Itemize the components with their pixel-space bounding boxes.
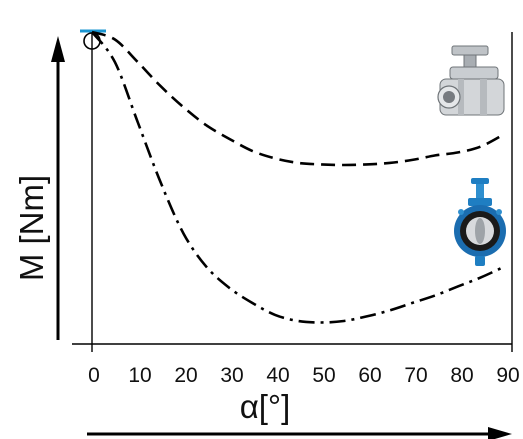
x-tick-label: 10 [128,364,151,387]
ball-valve-icon [437,45,505,116]
butterfly-valve-icon [454,178,506,266]
y-axis-title: M [Nm] [13,175,50,281]
x-axis-title: α[°] [240,388,291,425]
x-tick-label: 40 [266,364,289,387]
x-tick-label: 30 [220,364,243,387]
series-layer [90,30,505,324]
x-tick-label: 60 [358,364,381,387]
x-tick-label: 20 [174,364,197,387]
x-tick-label: 0 [88,364,100,387]
y-direction-arrowhead [51,36,65,62]
ball-valve-torque-curve [91,30,505,167]
x-direction-arrowhead [488,427,512,439]
x-tick-label: 90 [496,364,519,387]
x-tick-label: 50 [312,364,335,387]
x-tick-labels: 0 10 20 30 40 50 60 70 80 90 [88,364,520,387]
x-tick-label: 80 [450,364,473,387]
butterfly-valve-torque-curve [90,31,505,324]
x-tick-label: 70 [404,364,427,387]
